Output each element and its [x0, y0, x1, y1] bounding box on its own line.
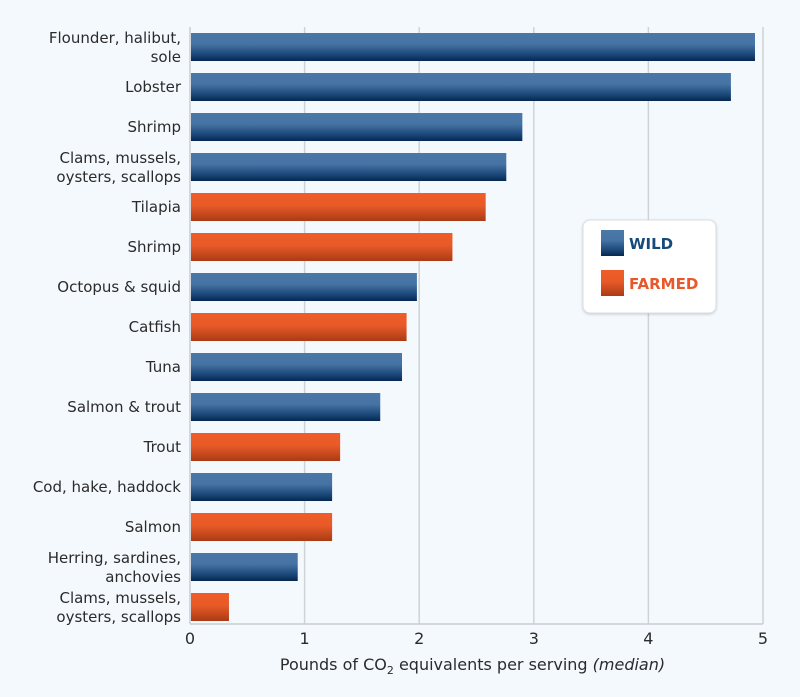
- legend: WILD FARMED: [582, 219, 717, 314]
- bar-wild: 1.85: [191, 353, 403, 381]
- category-label-line: Tilapia: [131, 198, 181, 216]
- category-label-line: anchovies: [105, 568, 181, 586]
- category-label-line: Flounder, halibut,: [49, 29, 181, 47]
- category-label: Salmon: [125, 518, 181, 536]
- bar-farmed: 2.58: [191, 193, 486, 221]
- category-label: Clams, mussels, oysters, scallops: [56, 149, 181, 186]
- x-axis-title-main: Pounds of CO: [280, 655, 387, 674]
- x-tick-label: 0: [185, 629, 195, 648]
- category-label: Shrimp: [128, 118, 182, 136]
- category-label-line: oysters, scallops: [56, 168, 181, 186]
- x-axis-title-subscript: 2: [387, 664, 394, 677]
- bars: 4.93 4.72 2.9 2.76 2.58 2.29 1.98 1.89 1.85 1.66 1…: [191, 33, 755, 621]
- x-tick-label: 3: [529, 629, 539, 648]
- legend-label-wild: WILD: [629, 235, 673, 253]
- category-label: Lobster: [125, 78, 182, 96]
- category-label-line: Shrimp: [128, 238, 182, 256]
- bar-farmed: 1.31: [191, 433, 341, 461]
- bar-wild: 0.94: [191, 553, 298, 581]
- bar-wild: 1.98: [191, 273, 417, 301]
- category-label-line: Salmon: [125, 518, 181, 536]
- bar-farmed: 1.89: [191, 313, 407, 341]
- bar-wild: 4.93: [191, 33, 755, 61]
- legend-label-farmed: FARMED: [629, 275, 698, 293]
- category-label: Clams, mussels, oysters, scallops: [56, 589, 181, 626]
- x-axis-title: Pounds of CO2 equivalents per serving (m…: [280, 655, 665, 677]
- bar-wild: 2.9: [191, 113, 523, 141]
- category-label-line: sole: [151, 48, 181, 66]
- bar-wild: 1.66: [191, 393, 381, 421]
- x-tick-label: 2: [414, 629, 424, 648]
- bar-wild: 2.76: [191, 153, 507, 181]
- category-label-line: Tuna: [145, 358, 181, 376]
- category-label-line: Salmon & trout: [67, 398, 181, 416]
- category-label: Tuna: [145, 358, 181, 376]
- x-axis-title-italic: (median): [593, 655, 665, 674]
- category-label: Tilapia: [131, 198, 181, 216]
- category-labels: Flounder, halibut, sole Lobster Shrimp Clams…: [33, 29, 182, 626]
- bar-farmed: 2.29: [191, 233, 453, 261]
- category-label-line: Shrimp: [128, 118, 182, 136]
- bar-wild: 1.24: [191, 473, 333, 501]
- bar-farmed: 0.34: [191, 593, 229, 621]
- category-label: Octopus & squid: [57, 278, 181, 296]
- category-label: Salmon & trout: [67, 398, 181, 416]
- bar-wild: 4.72: [191, 73, 731, 101]
- legend-swatch-wild: [601, 230, 624, 256]
- x-tick-labels: 0 1 2 3 4 5: [185, 629, 768, 648]
- x-tick-label: 5: [758, 629, 768, 648]
- category-label-line: Lobster: [125, 78, 182, 96]
- category-label-line: Clams, mussels,: [59, 149, 181, 167]
- category-label: Trout: [143, 438, 181, 456]
- category-label: Shrimp: [128, 238, 182, 256]
- x-axis-title-rest: equivalents per serving: [394, 655, 593, 674]
- category-label: Herring, sardines, anchovies: [48, 549, 181, 586]
- category-label: Catfish: [129, 318, 181, 336]
- category-label-line: Trout: [143, 438, 181, 456]
- category-label-line: Octopus & squid: [57, 278, 181, 296]
- category-label-line: Catfish: [129, 318, 181, 336]
- x-tick-label: 4: [643, 629, 653, 648]
- legend-swatch-farmed: [601, 270, 624, 296]
- x-tick-label: 1: [300, 629, 310, 648]
- category-label: Flounder, halibut, sole: [49, 29, 181, 66]
- category-label: Cod, hake, haddock: [33, 478, 181, 496]
- category-label-line: Clams, mussels,: [59, 589, 181, 607]
- category-label-line: oysters, scallops: [56, 608, 181, 626]
- category-label-line: Cod, hake, haddock: [33, 478, 181, 496]
- category-label-line: Herring, sardines,: [48, 549, 181, 567]
- bar-farmed: 1.24: [191, 513, 333, 541]
